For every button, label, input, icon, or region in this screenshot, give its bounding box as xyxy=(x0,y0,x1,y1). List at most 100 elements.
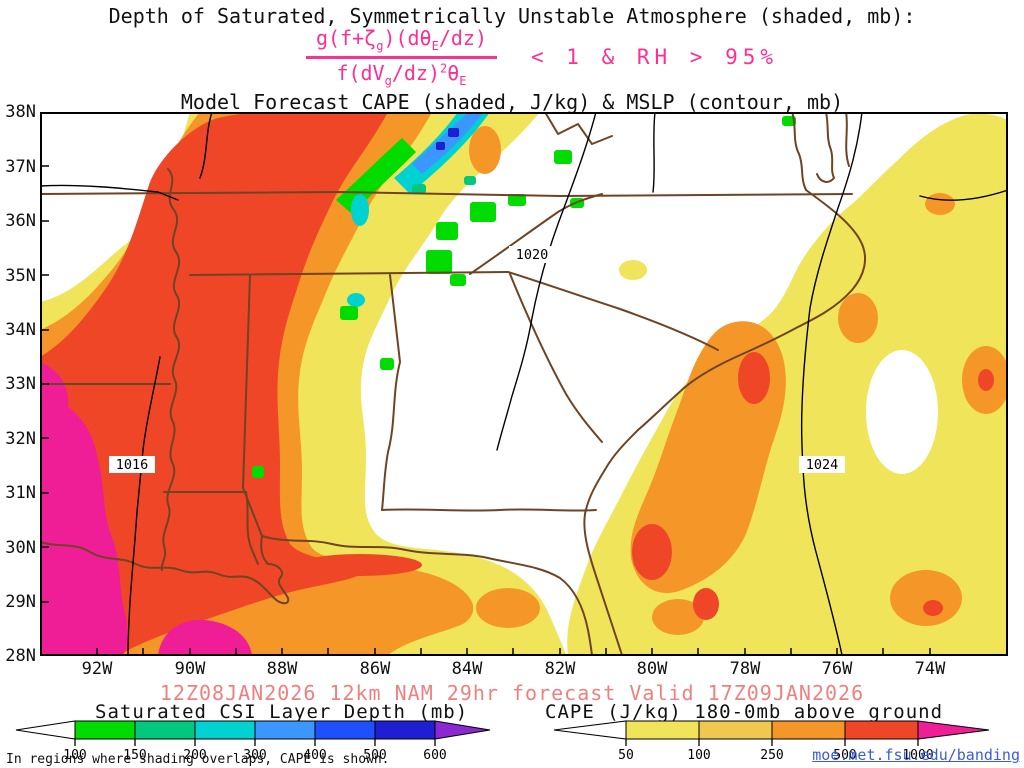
lon-label: 78W xyxy=(729,659,761,679)
lat-label: 28N xyxy=(5,646,36,666)
contour-1024-line xyxy=(800,111,863,656)
cape-red-spot xyxy=(632,524,672,580)
lon-label: 92W xyxy=(81,659,113,679)
chesapeake-east-shore xyxy=(845,111,850,167)
title-csi-depth: Depth of Saturated, Symmetrically Unstab… xyxy=(108,4,916,28)
lat-label: 34N xyxy=(5,320,36,340)
border-36-5N xyxy=(39,191,853,197)
lat-label: 30N xyxy=(5,538,36,558)
mslp-contours xyxy=(39,111,1009,656)
lon-label: 86W xyxy=(359,659,391,679)
contour-label-1020: 1020 xyxy=(509,246,555,263)
cape-colorbar: 50 100 250 500 1000 xyxy=(553,720,990,763)
csi-formula: g(f+ζg)(dθE/dz) f(dVg/dz)2θE < 1 & RH > … xyxy=(30,26,1024,88)
title-cape-mslp: Model Forecast CAPE (shaded, J/kg) & MSL… xyxy=(180,90,844,114)
colorbar-arrow-left xyxy=(553,720,627,740)
csi-shading xyxy=(252,112,796,478)
lon-label: 80W xyxy=(636,659,668,679)
border-ms-al xyxy=(242,274,263,537)
cape-shading-east xyxy=(567,113,1010,656)
colorbar-arrow-right xyxy=(434,720,491,740)
svg-text:100: 100 xyxy=(687,748,710,763)
gulf-coast xyxy=(261,535,593,656)
svg-text:200: 200 xyxy=(183,748,206,763)
lon-label: 84W xyxy=(451,659,483,679)
cape-colorbar-tickmarks xyxy=(625,739,919,746)
contour-fragment xyxy=(652,111,656,193)
svg-text:500: 500 xyxy=(833,748,856,763)
svg-text:600: 600 xyxy=(423,748,446,763)
contour-fragment xyxy=(919,189,1009,201)
atlantic-coast xyxy=(583,189,867,656)
lat-label: 35N xyxy=(5,266,36,286)
lat-label: 31N xyxy=(5,483,36,503)
lat-label: 38N xyxy=(5,102,36,122)
lat-label: 29N xyxy=(5,592,36,612)
lat-label: 37N xyxy=(5,157,36,177)
csi-green-streak xyxy=(336,138,416,214)
csi-blue-streak xyxy=(412,112,484,174)
border-nc-sc xyxy=(507,271,719,351)
lon-label: 88W xyxy=(266,659,298,679)
contour-1020-west xyxy=(39,184,179,201)
cape-red-spot xyxy=(738,352,770,404)
cape-shading-west xyxy=(40,112,566,655)
csi-colorbar-labels: 100 150 200 300 400 500 600 xyxy=(63,748,446,763)
white-gap-sounds xyxy=(866,350,938,474)
cape-red-coastal-tongue xyxy=(298,554,422,576)
border-tn-nc xyxy=(469,193,603,275)
contour-fragment xyxy=(199,111,213,179)
border-al-ga xyxy=(381,274,401,511)
csi-colorbar-tickmarks xyxy=(74,739,436,746)
border-ga-sc xyxy=(509,273,603,443)
border-35N xyxy=(189,271,509,276)
svg-text:1016: 1016 xyxy=(116,457,149,473)
cape-magenta-lobe xyxy=(158,619,252,655)
map-canvas: 1016 1020 1024 xyxy=(39,111,1010,656)
chesapeake-west-shore xyxy=(791,111,807,191)
louisiana-coast xyxy=(39,535,290,605)
site-link[interactable]: moe.met.fsu.edu/banding xyxy=(812,746,1020,764)
cape-red-spot xyxy=(693,588,719,620)
contour-1016-line xyxy=(127,356,161,656)
forecast-init-valid-info: 12Z08JAN2026 12km NAM 29hr forecast Vali… xyxy=(159,681,865,705)
cape-red-west xyxy=(40,112,388,655)
lon-label: 90W xyxy=(174,659,206,679)
svg-text:250: 250 xyxy=(760,748,783,763)
colorbar-arrow-right xyxy=(917,720,990,740)
svg-text:1024: 1024 xyxy=(806,457,839,473)
forecast-map: 1016 1020 1024 xyxy=(39,111,1010,656)
border-appalachia xyxy=(544,111,613,145)
svg-text:1020: 1020 xyxy=(516,247,549,263)
svg-text:150: 150 xyxy=(123,748,146,763)
csi-colorbar: 100 150 200 300 400 500 600 xyxy=(15,720,491,763)
lat-label: 36N xyxy=(5,211,36,231)
overlap-footnote: In regions where shading overlaps, CAPE … xyxy=(6,752,390,767)
formula-denominator: f(dVg/dz)2θE xyxy=(336,61,467,88)
formula-fraction: g(f+ζg)(dθE/dz) f(dVg/dz)2θE xyxy=(305,26,497,88)
delmarva-peninsula xyxy=(816,111,835,183)
mississippi-river xyxy=(160,168,181,571)
svg-text:50: 50 xyxy=(618,748,634,763)
svg-text:500: 500 xyxy=(363,748,386,763)
svg-text:100: 100 xyxy=(63,748,86,763)
cape-legend-title: CAPE (J/kg) 180-0mb above ground xyxy=(545,701,944,723)
lat-label: 33N xyxy=(5,374,36,394)
lat-label: 32N xyxy=(5,429,36,449)
cape-colorbar-labels: 50 100 250 500 1000 xyxy=(618,748,933,763)
lon-label: 76W xyxy=(821,659,853,679)
border-ga-fl xyxy=(381,508,597,512)
cape-colorbar-segments xyxy=(553,720,990,740)
lon-label: 74W xyxy=(914,659,946,679)
contour-1020-line xyxy=(496,111,597,451)
svg-text:300: 300 xyxy=(243,748,266,763)
colorbar-arrow-left xyxy=(15,720,76,740)
state-borders xyxy=(39,111,867,656)
map-frame xyxy=(40,112,1008,656)
svg-text:400: 400 xyxy=(303,748,326,763)
contour-label-1024: 1024 xyxy=(799,456,845,473)
csi-colorbar-segments xyxy=(15,720,491,740)
cape-magenta-gulf xyxy=(40,362,128,655)
csi-legend-title: Saturated CSI Layer Depth (mb) xyxy=(95,701,469,723)
